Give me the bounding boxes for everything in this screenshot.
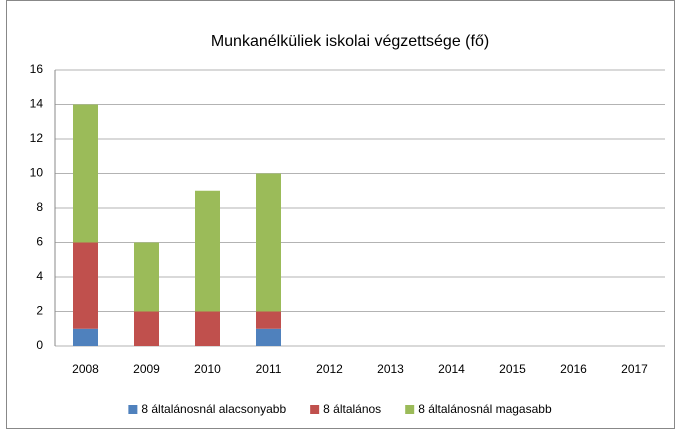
x-tick-label: 2015 [499,362,526,376]
y-tick-label: 16 [30,62,44,76]
y-tick-label: 14 [30,97,44,111]
legend-label: 8 általánosnál magasabb [418,402,552,416]
x-tick-label: 2014 [438,362,465,376]
x-tick-label: 2008 [72,362,99,376]
bar-segment [73,242,98,329]
y-tick-label: 6 [36,235,43,249]
x-tick-label: 2013 [377,362,404,376]
bar-segment [256,328,281,346]
x-tick-label: 2009 [133,362,160,376]
bar-segment [134,311,159,346]
bar-segment [73,328,98,346]
y-tick-label: 10 [30,166,44,180]
bar-segment [256,311,281,329]
x-tick-label: 2010 [194,362,221,376]
y-tick-label: 4 [36,269,43,283]
y-tick-label: 12 [30,131,44,145]
x-tick-label: 2016 [560,362,587,376]
x-tick-label: 2011 [256,362,282,376]
bar-segment [134,242,159,312]
legend-swatch [405,405,415,414]
bar-segment [256,173,281,312]
legend-label: 8 általános [323,402,381,416]
chart-title: Munkanélküliek iskolai végzettsége (fő) [211,33,489,50]
x-tick-label: 2017 [621,362,648,376]
y-tick-label: 0 [36,338,43,352]
y-tick-label: 8 [36,200,43,214]
y-tick-label: 2 [36,304,43,318]
bar-segment [195,311,220,346]
chart-border [6,0,675,429]
legend-label: 8 általánosnál alacsonyabb [141,402,286,416]
legend-swatch [310,405,320,414]
bar-segment [73,104,98,243]
bar-segment [195,190,220,312]
x-tick-label: 2012 [316,362,343,376]
legend-swatch [128,405,138,414]
